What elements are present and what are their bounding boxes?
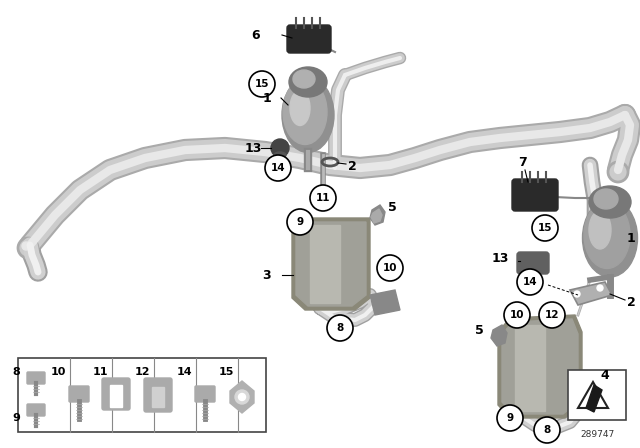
Bar <box>568 370 626 420</box>
Circle shape <box>532 215 558 241</box>
Circle shape <box>310 185 336 211</box>
Text: 15: 15 <box>255 79 269 89</box>
Text: 8: 8 <box>337 323 344 333</box>
FancyBboxPatch shape <box>512 179 558 211</box>
Text: 10: 10 <box>509 310 524 320</box>
Text: 6: 6 <box>251 29 260 42</box>
FancyBboxPatch shape <box>102 378 130 410</box>
Ellipse shape <box>582 199 637 277</box>
Text: 11: 11 <box>92 367 108 377</box>
Ellipse shape <box>283 79 327 145</box>
Circle shape <box>539 302 565 328</box>
Text: 14: 14 <box>176 367 192 377</box>
Ellipse shape <box>282 78 334 152</box>
Ellipse shape <box>589 211 611 249</box>
Text: 1: 1 <box>627 232 636 245</box>
Circle shape <box>504 302 530 328</box>
Text: 9: 9 <box>296 217 303 227</box>
Polygon shape <box>292 218 370 310</box>
Text: 8: 8 <box>12 367 20 377</box>
Polygon shape <box>370 290 400 315</box>
Circle shape <box>327 315 353 341</box>
Circle shape <box>271 139 289 157</box>
Text: 7: 7 <box>518 155 527 168</box>
Polygon shape <box>370 205 385 225</box>
Text: 2: 2 <box>348 159 356 172</box>
Circle shape <box>22 242 30 250</box>
Polygon shape <box>570 282 612 305</box>
Circle shape <box>517 269 543 295</box>
Text: 10: 10 <box>51 367 66 377</box>
Text: 15: 15 <box>218 367 234 377</box>
Circle shape <box>235 390 249 404</box>
Polygon shape <box>296 222 366 306</box>
Text: 13: 13 <box>245 142 262 155</box>
Ellipse shape <box>293 70 315 88</box>
Text: 289747: 289747 <box>580 430 614 439</box>
Circle shape <box>239 393 246 401</box>
Polygon shape <box>515 325 545 411</box>
Text: 14: 14 <box>271 163 285 173</box>
Ellipse shape <box>290 90 310 125</box>
Bar <box>152 387 164 407</box>
Polygon shape <box>586 385 602 412</box>
Polygon shape <box>502 319 578 414</box>
Polygon shape <box>491 325 507 346</box>
Ellipse shape <box>589 186 631 218</box>
Text: 5: 5 <box>475 323 484 336</box>
Text: 11: 11 <box>316 193 330 203</box>
Text: 9: 9 <box>506 413 513 423</box>
Text: 10: 10 <box>383 263 397 273</box>
Text: 14: 14 <box>523 277 538 287</box>
FancyBboxPatch shape <box>517 252 549 274</box>
Text: 12: 12 <box>545 310 559 320</box>
Polygon shape <box>310 225 340 303</box>
Text: 2: 2 <box>627 296 636 309</box>
Text: 9: 9 <box>12 413 20 423</box>
Text: 13: 13 <box>492 251 509 264</box>
FancyBboxPatch shape <box>195 386 215 402</box>
Circle shape <box>597 285 603 291</box>
Circle shape <box>608 162 628 182</box>
Ellipse shape <box>594 189 618 209</box>
Text: 8: 8 <box>543 425 550 435</box>
Text: 1: 1 <box>263 91 272 104</box>
Circle shape <box>249 71 275 97</box>
Text: 12: 12 <box>134 367 150 377</box>
FancyBboxPatch shape <box>69 386 89 402</box>
Polygon shape <box>371 209 382 223</box>
Bar <box>18 358 266 432</box>
Circle shape <box>574 291 580 297</box>
Text: 15: 15 <box>538 223 552 233</box>
Circle shape <box>287 209 313 235</box>
Ellipse shape <box>289 67 327 97</box>
Polygon shape <box>498 315 582 418</box>
Text: 3: 3 <box>262 268 271 281</box>
Ellipse shape <box>584 202 630 268</box>
Polygon shape <box>230 381 254 413</box>
FancyBboxPatch shape <box>287 25 331 53</box>
Circle shape <box>377 255 403 281</box>
FancyBboxPatch shape <box>27 404 45 416</box>
Circle shape <box>497 405 523 431</box>
Ellipse shape <box>274 152 286 158</box>
FancyBboxPatch shape <box>144 378 172 412</box>
Circle shape <box>18 238 38 258</box>
Text: 4: 4 <box>600 369 609 382</box>
Circle shape <box>534 417 560 443</box>
Circle shape <box>265 155 291 181</box>
Text: 5: 5 <box>388 201 397 214</box>
FancyBboxPatch shape <box>27 372 45 384</box>
Bar <box>110 385 122 407</box>
